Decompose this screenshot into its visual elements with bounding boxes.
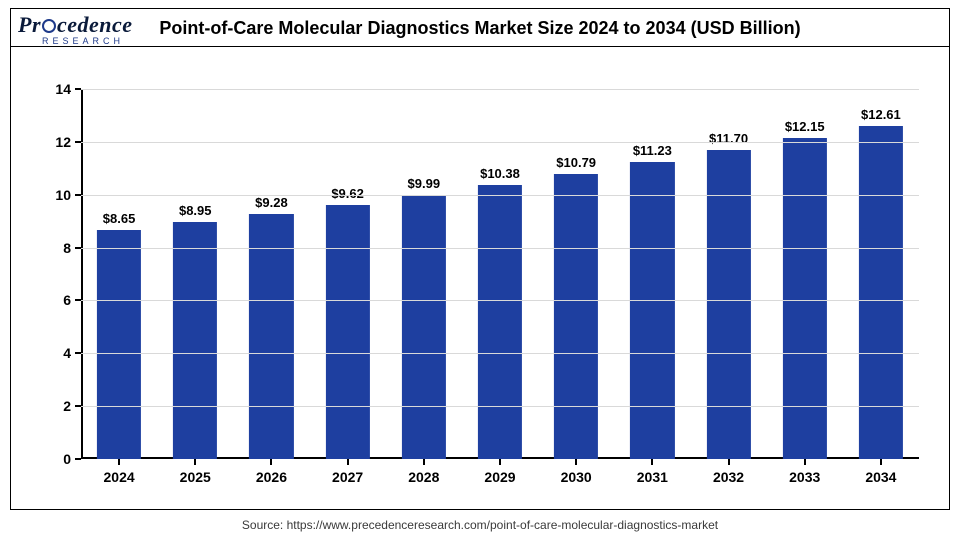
chart-title: Point-of-Care Molecular Diagnostics Mark… [21, 17, 939, 40]
bar-value-label: $9.99 [408, 176, 441, 191]
bars-container: $8.652024$8.952025$9.282026$9.622027$9.9… [81, 89, 919, 459]
bar-value-label: $8.65 [103, 211, 136, 226]
bar-slot: $11.702032 [690, 89, 766, 459]
y-tick-label: 8 [63, 240, 71, 256]
y-tick-mark [75, 405, 81, 407]
grid-line [81, 353, 919, 354]
y-tick-mark [75, 247, 81, 249]
bar-slot: $9.992028 [386, 89, 462, 459]
bar-slot: $8.952025 [157, 89, 233, 459]
bar-value-label: $8.95 [179, 203, 212, 218]
bar-slot: $9.622027 [310, 89, 386, 459]
x-category-label: 2028 [408, 469, 439, 485]
bar-value-label: $10.38 [480, 166, 520, 181]
x-category-label: 2031 [637, 469, 668, 485]
y-tick-label: 4 [63, 345, 71, 361]
grid-line [81, 300, 919, 301]
bar: $11.23 [630, 162, 674, 459]
y-tick-mark [75, 88, 81, 90]
x-category-label: 2024 [104, 469, 135, 485]
title-bar: Point-of-Care Molecular Diagnostics Mark… [11, 9, 949, 47]
y-tick-mark [75, 141, 81, 143]
bar-slot: $9.282026 [233, 89, 309, 459]
x-tick-mark [651, 459, 653, 465]
plot-area: $8.652024$8.952025$9.282026$9.622027$9.9… [81, 89, 919, 459]
bar-slot: $12.612034 [843, 89, 919, 459]
bar: $8.95 [173, 222, 217, 459]
bar-value-label: $9.28 [255, 195, 288, 210]
x-tick-mark [347, 459, 349, 465]
x-tick-mark [270, 459, 272, 465]
x-tick-mark [499, 459, 501, 465]
x-category-label: 2032 [713, 469, 744, 485]
bar: $8.65 [97, 230, 141, 459]
x-category-label: 2033 [789, 469, 820, 485]
bar-slot: $12.152033 [767, 89, 843, 459]
x-tick-mark [728, 459, 730, 465]
y-tick-mark [75, 299, 81, 301]
bar: $10.79 [554, 174, 598, 459]
bar: $9.99 [402, 195, 446, 459]
x-category-label: 2034 [865, 469, 896, 485]
bar: $11.70 [706, 150, 750, 459]
y-tick-label: 10 [55, 187, 71, 203]
bar-value-label: $11.23 [633, 143, 672, 158]
x-tick-mark [118, 459, 120, 465]
bar: $12.61 [859, 126, 903, 459]
y-tick-label: 2 [63, 398, 71, 414]
x-tick-mark [423, 459, 425, 465]
bar-value-label: $9.62 [331, 186, 364, 201]
bar: $9.62 [326, 205, 370, 459]
x-tick-mark [575, 459, 577, 465]
bar-slot: $8.652024 [81, 89, 157, 459]
bar-slot: $11.232031 [614, 89, 690, 459]
source-text: Source: https://www.precedenceresearch.c… [0, 518, 960, 532]
x-category-label: 2029 [484, 469, 515, 485]
x-tick-mark [804, 459, 806, 465]
x-category-label: 2027 [332, 469, 363, 485]
x-tick-mark [880, 459, 882, 465]
chart-frame: Point-of-Care Molecular Diagnostics Mark… [10, 8, 950, 510]
y-tick-mark [75, 194, 81, 196]
bar-value-label: $12.15 [785, 119, 825, 134]
grid-line [81, 89, 919, 90]
grid-line [81, 195, 919, 196]
bar-slot: $10.792030 [538, 89, 614, 459]
bar-value-label: $11.70 [709, 131, 748, 146]
bar-value-label: $10.79 [556, 155, 596, 170]
bar-value-label: $12.61 [861, 107, 901, 122]
y-tick-mark [75, 458, 81, 460]
y-tick-label: 14 [55, 81, 71, 97]
bar: $10.38 [478, 185, 522, 459]
bar: $12.15 [783, 138, 827, 459]
grid-line [81, 248, 919, 249]
x-category-label: 2025 [180, 469, 211, 485]
grid-line [81, 406, 919, 407]
x-category-label: 2030 [561, 469, 592, 485]
plot-area-wrap: $8.652024$8.952025$9.282026$9.622027$9.9… [21, 79, 939, 499]
x-category-label: 2026 [256, 469, 287, 485]
grid-line [81, 142, 919, 143]
y-tick-mark [75, 352, 81, 354]
y-tick-label: 12 [55, 134, 71, 150]
y-tick-label: 0 [63, 451, 71, 467]
bar-slot: $10.382029 [462, 89, 538, 459]
bar: $9.28 [249, 214, 293, 459]
x-tick-mark [194, 459, 196, 465]
y-tick-label: 6 [63, 292, 71, 308]
